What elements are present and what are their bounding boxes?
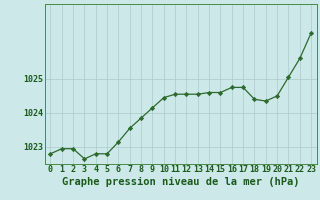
X-axis label: Graphe pression niveau de la mer (hPa): Graphe pression niveau de la mer (hPa) [62,177,300,187]
